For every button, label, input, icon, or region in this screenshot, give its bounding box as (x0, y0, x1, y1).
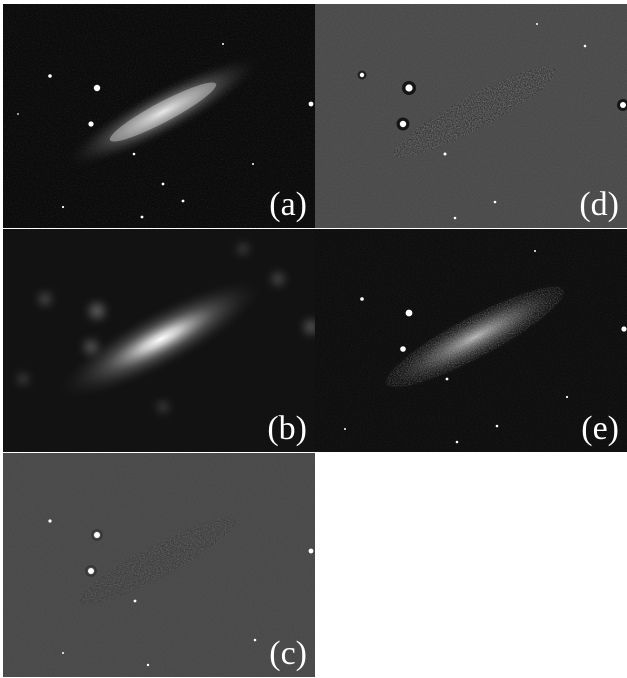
panel-d-label: (d) (579, 186, 619, 223)
panel-c-image (3, 453, 315, 677)
panel-d-residual-galaxy: (d) (315, 4, 627, 228)
panel-a-image (3, 4, 315, 228)
panel-e-enhanced-galaxy: (e) (315, 229, 627, 452)
panel-c-residual-galaxy: (c) (3, 453, 315, 677)
panel-b-label: (b) (267, 410, 307, 447)
panel-c-label: (c) (269, 635, 307, 672)
panel-a-label: (a) (269, 186, 307, 223)
panel-e-label: (e) (581, 410, 619, 447)
panel-e-image (315, 229, 627, 452)
panel-b-smoothed-galaxy: (b) (3, 229, 315, 452)
panel-b-image (19, 245, 315, 411)
panel-d-image (315, 4, 627, 228)
panel-a-original-galaxy: (a) (3, 4, 315, 228)
